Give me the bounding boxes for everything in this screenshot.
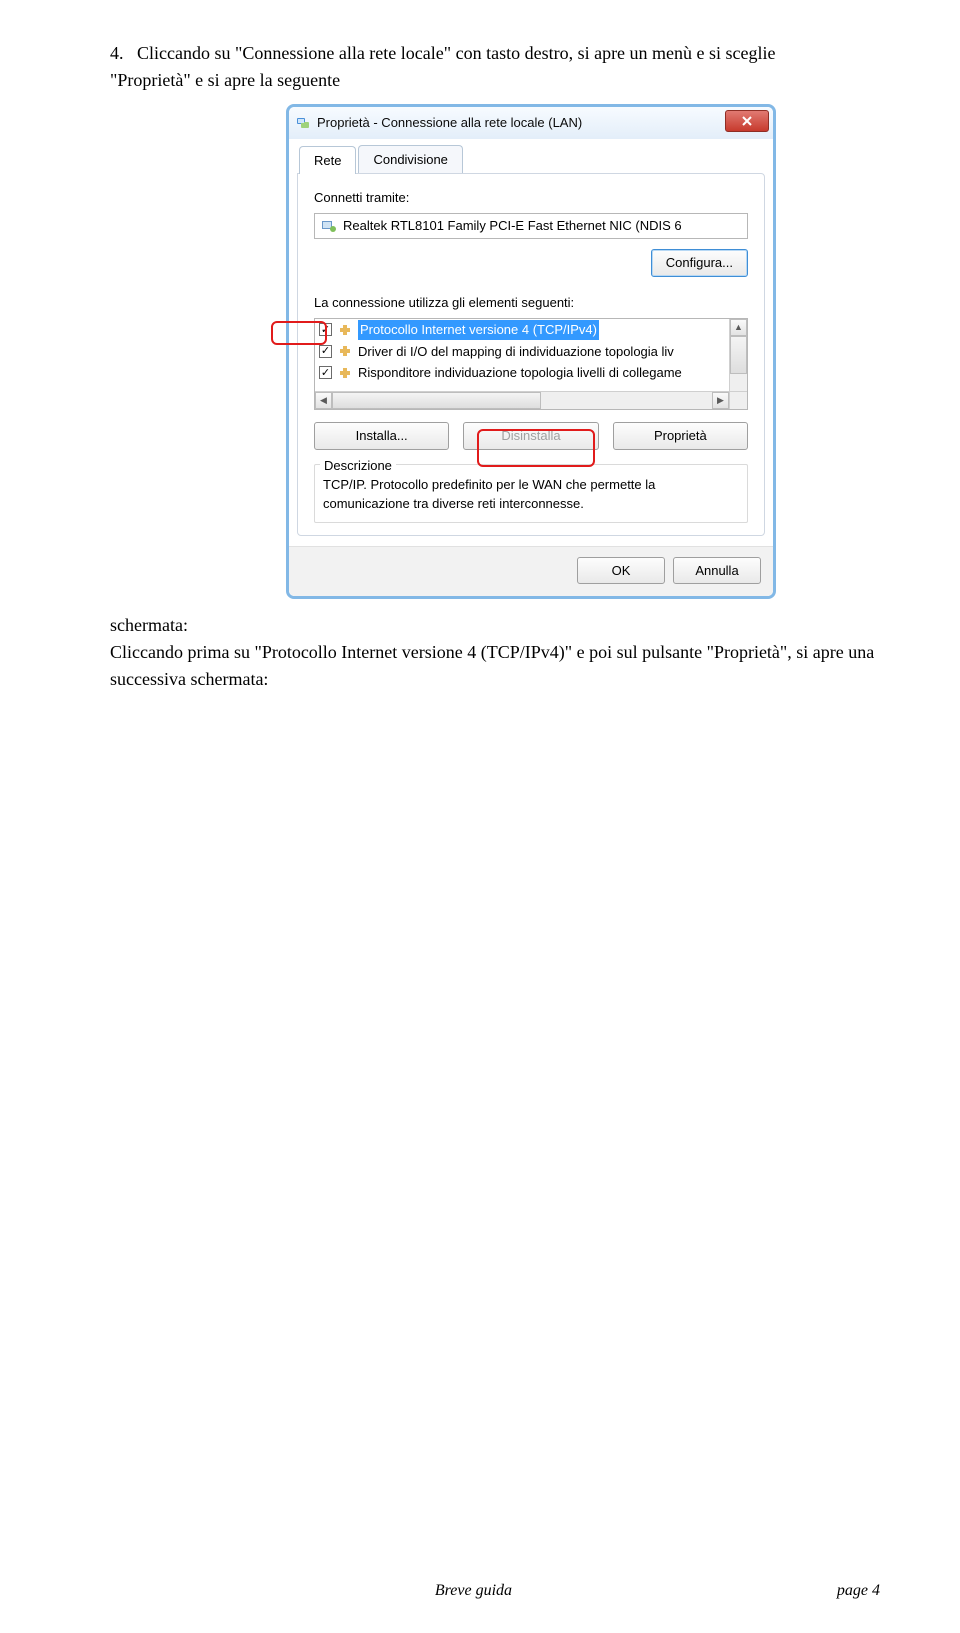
tab-body: Connetti tramite: Realtek RTL8101 Family… [297, 173, 765, 536]
step-line1: Cliccando su "Connessione alla rete loca… [137, 43, 776, 63]
list-item-responder[interactable]: ✓ Risponditore individuazione topologia … [315, 362, 729, 384]
schermata-label: schermata: [110, 104, 188, 639]
list-item-label: Risponditore individuazione topologia li… [358, 363, 682, 383]
dialog-footer: OK Annulla [289, 546, 773, 597]
uninstall-button: Disinstalla [463, 422, 598, 450]
cancel-button[interactable]: Annulla [673, 557, 761, 585]
description-legend: Descrizione [320, 456, 396, 476]
step-number: 4. [110, 43, 124, 63]
protocol-icon [338, 366, 352, 380]
scroll-thumb[interactable] [730, 336, 747, 374]
protocol-listbox[interactable]: ✓ Protocollo Internet versione 4 (TCP/IP… [314, 318, 748, 410]
footer-center: Breve guida [110, 1579, 837, 1603]
list-item-label: Protocollo Internet versione 4 (TCP/IPv4… [358, 320, 599, 340]
configure-button[interactable]: Configura... [651, 249, 748, 277]
ok-button[interactable]: OK [577, 557, 665, 585]
properties-dialog: Proprietà - Connessione alla rete locale… [286, 104, 776, 599]
list-item-driver[interactable]: ✓ Driver di I/O del mapping di individua… [315, 341, 729, 363]
tabstrip: Rete Condivisione [289, 139, 773, 173]
step-text: 4. Cliccando su "Connessione alla rete l… [110, 40, 880, 94]
titlebar: Proprietà - Connessione alla rete locale… [289, 107, 773, 139]
scroll-corner [729, 391, 747, 409]
vertical-scrollbar[interactable]: ▲ [729, 319, 747, 391]
protocol-icon [338, 344, 352, 358]
horizontal-scrollbar[interactable]: ◀ ▶ [315, 391, 729, 409]
after-text: Cliccando prima su "Protocollo Internet … [110, 639, 880, 693]
checkbox-icon[interactable]: ✓ [319, 366, 332, 379]
footer-page-number: page 4 [837, 1579, 880, 1603]
network-icon [295, 115, 311, 131]
nic-field: Realtek RTL8101 Family PCI-E Fast Ethern… [314, 213, 748, 239]
properties-button[interactable]: Proprietà [613, 422, 748, 450]
scroll-right-icon[interactable]: ▶ [712, 392, 729, 409]
connect-label: Connetti tramite: [314, 188, 748, 208]
dialog-title: Proprietà - Connessione alla rete locale… [317, 113, 582, 133]
scroll-left-icon[interactable]: ◀ [315, 392, 332, 409]
checkbox-icon[interactable]: ✓ [319, 323, 332, 336]
list-item-ipv4[interactable]: ✓ Protocollo Internet versione 4 (TCP/IP… [315, 319, 729, 341]
uses-label: La connessione utilizza gli elementi seg… [314, 293, 748, 313]
close-button[interactable] [725, 110, 769, 132]
list-item-label: Driver di I/O del mapping di individuazi… [358, 342, 674, 362]
nic-icon [321, 218, 337, 234]
protocol-icon [338, 323, 352, 337]
scroll-thumb[interactable] [332, 392, 541, 409]
description-group: Descrizione TCP/IP. Protocollo predefini… [314, 464, 748, 523]
install-button[interactable]: Installa... [314, 422, 449, 450]
checkbox-icon[interactable]: ✓ [319, 345, 332, 358]
tab-rete[interactable]: Rete [299, 146, 356, 174]
page-footer: Breve guida page 4 [110, 1579, 880, 1603]
tab-condivisione[interactable]: Condivisione [358, 145, 462, 173]
nic-text: Realtek RTL8101 Family PCI-E Fast Ethern… [343, 216, 682, 236]
scroll-up-icon[interactable]: ▲ [730, 319, 747, 336]
step-line2: "Proprietà" e si apre la seguente [110, 70, 340, 90]
